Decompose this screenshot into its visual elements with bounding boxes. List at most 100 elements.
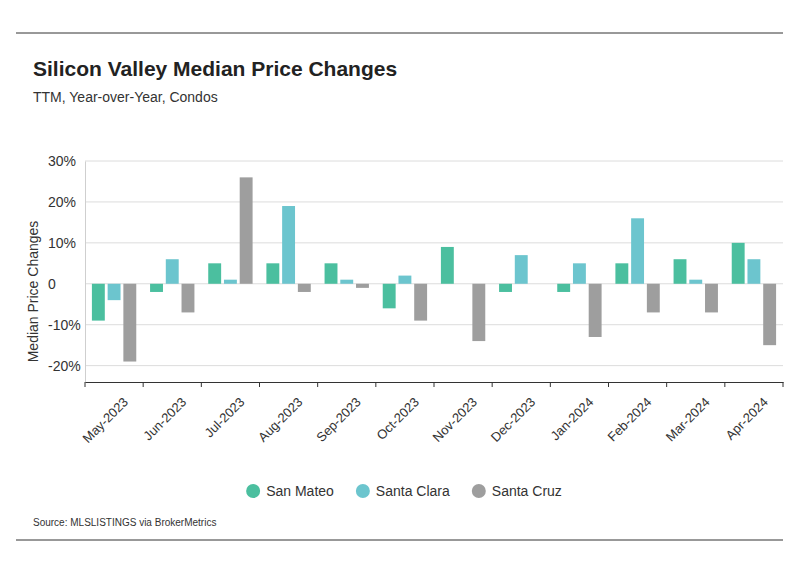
x-tick-label: Oct-2023 xyxy=(373,394,421,442)
x-tick-label: Apr-2024 xyxy=(722,394,770,442)
x-boundary-tick xyxy=(375,382,376,387)
y-tick: -20% xyxy=(48,358,85,374)
x-boundary-tick xyxy=(492,382,493,387)
y-tick: 0 xyxy=(48,276,85,292)
bar xyxy=(240,177,253,283)
subtitle: TTM, Year-over-Year, Condos xyxy=(33,89,218,105)
bar xyxy=(472,284,485,341)
bar xyxy=(282,206,295,284)
bar xyxy=(108,284,121,300)
x-boundary-tick xyxy=(550,382,551,387)
bar xyxy=(689,280,702,284)
bar xyxy=(732,243,745,284)
grid-line xyxy=(85,161,783,162)
legend-label: San Mateo xyxy=(266,483,334,499)
x-boundary-tick xyxy=(724,382,725,387)
bar xyxy=(356,284,369,288)
x-tick: Jun-2023 xyxy=(140,382,189,443)
x-tick: Sep-2023 xyxy=(313,382,363,445)
y-tick: 20% xyxy=(48,194,85,210)
bar xyxy=(615,263,628,283)
x-tick: Mar-2024 xyxy=(663,382,713,444)
bar xyxy=(266,263,279,283)
bar xyxy=(208,263,221,283)
y-tick: 30% xyxy=(48,153,85,169)
grid-line xyxy=(85,242,783,243)
legend-swatch xyxy=(472,484,486,498)
bar xyxy=(325,263,338,283)
y-tick-label: 20% xyxy=(48,194,76,210)
legend-item: San Mateo xyxy=(246,483,334,499)
bar xyxy=(166,259,179,284)
series xyxy=(108,206,761,300)
legend-label: Santa Clara xyxy=(376,483,450,499)
y-tick-label: -10% xyxy=(48,317,81,333)
bar xyxy=(457,283,470,284)
bar xyxy=(647,284,660,313)
bar xyxy=(414,284,427,321)
x-tick-label: Aug-2023 xyxy=(255,394,305,444)
series xyxy=(123,177,776,361)
x-tick-label: Dec-2023 xyxy=(488,394,538,444)
bars xyxy=(92,177,776,361)
bar xyxy=(298,284,311,292)
x-tick-label: May-2023 xyxy=(80,394,131,445)
grid-line xyxy=(85,201,783,202)
legend-item: Santa Cruz xyxy=(472,483,562,499)
x-boundary-tick xyxy=(317,382,318,387)
bar xyxy=(150,284,163,292)
legend: San Mateo Santa Clara Santa Cruz xyxy=(246,483,562,499)
bar xyxy=(705,284,718,313)
y-tick: -10% xyxy=(48,317,85,333)
bar xyxy=(589,284,602,337)
x-tick-label: Sep-2023 xyxy=(313,394,363,444)
bar xyxy=(123,284,136,362)
x-boundary-tick xyxy=(259,382,260,387)
y-tick-label: -20% xyxy=(48,358,81,374)
x-tick-label: Feb-2024 xyxy=(605,394,655,444)
y-axis: -20% -10% 0 10% 20% 30% xyxy=(48,153,86,383)
x-boundary-tick xyxy=(608,382,609,387)
x-boundary-tick xyxy=(783,382,784,387)
title: Silicon Valley Median Price Changes xyxy=(33,57,397,80)
y-tick-label: 0 xyxy=(48,276,56,292)
x-tick: Jul-2023 xyxy=(202,382,248,440)
grid xyxy=(85,161,783,366)
x-boundary-tick xyxy=(201,382,202,387)
legend-item: Santa Clara xyxy=(356,483,450,499)
bar xyxy=(340,280,353,284)
y-tick-label: 30% xyxy=(48,153,76,169)
x-tick-label: Nov-2023 xyxy=(430,394,480,444)
bar xyxy=(224,280,237,284)
chart: Silicon Valley Median Price Changes TTM, … xyxy=(0,0,799,575)
legend-swatch xyxy=(356,484,370,498)
x-tick: Jan-2024 xyxy=(547,382,596,443)
x-boundary-tick xyxy=(434,382,435,387)
bar xyxy=(383,284,396,309)
x-tick: Aug-2023 xyxy=(255,382,305,445)
x-axis: May-2023Jun-2023 Jul-2023Aug-2023Sep-2023… xyxy=(80,382,784,446)
bar xyxy=(531,283,544,284)
legend-label: Santa Cruz xyxy=(492,483,562,499)
top-rule xyxy=(16,33,783,34)
bar xyxy=(182,284,195,313)
bar xyxy=(674,259,687,284)
x-tick: Apr-2024 xyxy=(722,382,770,443)
x-tick: Oct-2023 xyxy=(373,382,421,443)
x-tick: May-2023 xyxy=(80,382,131,446)
x-boundary-tick xyxy=(666,382,667,387)
bar xyxy=(92,284,105,321)
source: Source: MLSLISTINGS via BrokerMetrics xyxy=(33,517,216,528)
x-tick-label: Mar-2024 xyxy=(663,394,713,444)
x-tick-label: Jan-2024 xyxy=(547,394,596,443)
bar xyxy=(441,247,454,284)
bar xyxy=(631,218,644,283)
grid-line xyxy=(85,324,783,325)
y-axis-line xyxy=(85,162,86,383)
bottom-rule xyxy=(16,540,783,541)
bar xyxy=(747,259,760,284)
y-tick-label: 10% xyxy=(48,235,76,251)
x-tick-label: Jul-2023 xyxy=(202,394,248,440)
bar xyxy=(398,276,411,284)
bar xyxy=(573,263,586,283)
